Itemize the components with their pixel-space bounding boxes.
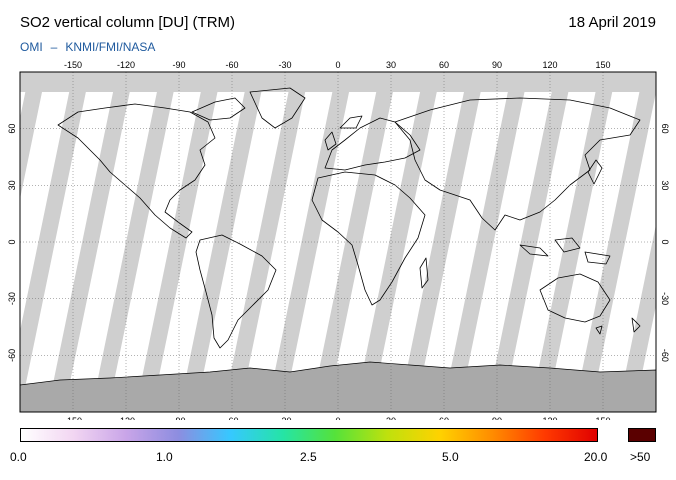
lon-tick-top: 0 <box>335 60 340 70</box>
lon-tick-bottom: -60 <box>225 416 238 420</box>
colorbar-label-0: 0.0 <box>10 450 27 464</box>
map-frame <box>19 71 657 413</box>
orbit-swath <box>590 92 656 412</box>
lon-tick-bottom: 150 <box>595 416 610 420</box>
orbit-swath <box>20 72 74 332</box>
colorbar-over-swatch <box>628 428 656 442</box>
lon-tick-bottom: 60 <box>439 416 449 420</box>
orbit-swath <box>63 72 162 412</box>
credit-instrument: OMI <box>20 40 43 54</box>
colorbar-label-1: 1.0 <box>156 450 173 464</box>
lat-tick-left: -30 <box>7 292 17 305</box>
latitude-ticks-left: 60 30 0 -30 -60 <box>7 124 17 362</box>
lat-tick-left: -60 <box>7 349 17 362</box>
lon-tick-bottom: -150 <box>64 416 82 420</box>
lat-tick-right: 30 <box>660 180 670 190</box>
longitude-ticks-top: -150 -120 -90 -60 -30 0 30 60 90 120 150 <box>64 60 611 70</box>
lon-tick-bottom: 0 <box>335 416 340 420</box>
orbit-swath <box>546 72 644 412</box>
credit-separator: – <box>50 40 58 54</box>
longitude-ticks-bottom: -150 -120 -90 -60 -30 0 30 60 90 120 150 <box>64 416 611 420</box>
map-date: 18 April 2019 <box>568 14 656 31</box>
colorbar-label-3: 5.0 <box>442 450 459 464</box>
orbit-swath <box>195 72 293 412</box>
colorbar-label-2: 2.5 <box>300 450 317 464</box>
coastlines <box>57 87 641 349</box>
orbit-swath <box>327 72 425 412</box>
orbit-swath <box>414 72 512 412</box>
lon-tick-bottom: -90 <box>172 416 185 420</box>
lon-tick-bottom: 30 <box>386 416 396 420</box>
colorbar <box>20 428 598 442</box>
lon-tick-bottom: -120 <box>117 416 135 420</box>
orbit-swath <box>458 72 556 412</box>
latitude-ticks-right: 60 30 0 -30 -60 <box>660 124 670 362</box>
orbit-swath <box>107 72 205 412</box>
lon-tick-top: 90 <box>492 60 502 70</box>
lon-tick-top: -150 <box>64 60 82 70</box>
lon-tick-top: -120 <box>117 60 135 70</box>
colorbar-over-label: >50 <box>630 450 651 464</box>
lat-tick-right: -60 <box>660 349 670 362</box>
credit-institutions: KNMI/FMI/NASA <box>65 40 156 54</box>
lat-tick-left: 0 <box>7 239 17 244</box>
lon-tick-top: -60 <box>225 60 238 70</box>
lon-tick-bottom: 90 <box>492 416 502 420</box>
graticule <box>20 72 656 412</box>
map-title: SO2 vertical column [DU] (TRM) <box>20 14 236 31</box>
lon-tick-top: 120 <box>542 60 557 70</box>
lon-tick-top: 60 <box>439 60 449 70</box>
lat-tick-left: 30 <box>7 180 17 190</box>
lon-tick-bottom: -30 <box>278 416 291 420</box>
lon-tick-top: -90 <box>172 60 185 70</box>
lat-tick-right: 0 <box>660 239 670 244</box>
orbit-swath <box>283 72 381 412</box>
credit-line: OMI – KNMI/FMI/NASA <box>20 40 155 54</box>
lat-tick-left: 60 <box>7 124 17 134</box>
colorbar-label-4: 20.0 <box>584 450 608 464</box>
lon-tick-top: -30 <box>278 60 291 70</box>
lat-tick-right: -30 <box>660 292 670 305</box>
lon-tick-bottom: 120 <box>542 416 557 420</box>
lon-tick-top: 150 <box>595 60 610 70</box>
lat-tick-right: 60 <box>660 124 670 134</box>
lon-tick-top: 30 <box>386 60 396 70</box>
